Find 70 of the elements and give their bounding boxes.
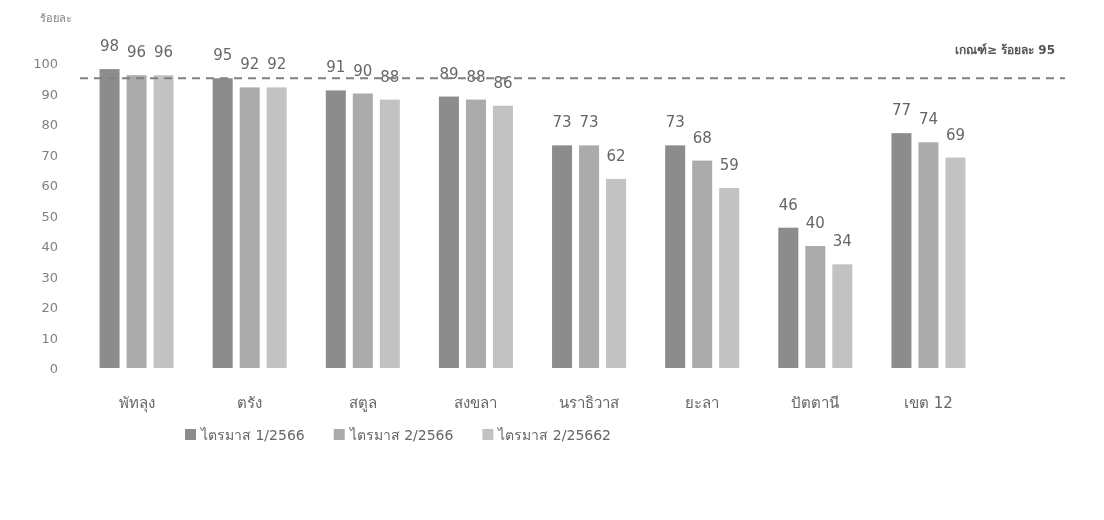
data-label: 62 — [606, 146, 626, 165]
bar — [465, 99, 486, 368]
y-axis-title: ร้อยละ — [40, 12, 72, 25]
bar — [552, 145, 573, 368]
y-tick-label: 70 — [41, 147, 58, 163]
x-tick-label: สตูล — [348, 394, 377, 412]
bar — [239, 87, 260, 368]
y-tick-label: 30 — [41, 269, 58, 285]
data-label: 92 — [240, 55, 260, 74]
bar — [692, 160, 713, 368]
bar — [606, 178, 627, 368]
bar — [945, 157, 966, 368]
x-tick-label: ปัตตานี — [791, 394, 840, 412]
y-tick-label: 40 — [41, 239, 58, 254]
data-label: 91 — [326, 58, 346, 77]
data-label: 90 — [353, 61, 373, 80]
data-label: 73 — [665, 113, 685, 132]
data-label: 74 — [918, 110, 938, 129]
data-label: 69 — [945, 125, 965, 144]
y-tick-label: 100 — [33, 56, 58, 71]
bar — [492, 105, 513, 368]
data-label: 86 — [493, 73, 513, 92]
bar — [891, 133, 912, 368]
bar — [665, 145, 686, 368]
bar — [379, 99, 400, 368]
x-tick-label: ยะลา — [685, 394, 720, 412]
bar — [325, 90, 346, 368]
data-label: 59 — [719, 156, 739, 175]
bar — [266, 87, 287, 368]
y-tick-label: 50 — [41, 208, 58, 224]
data-label: 46 — [778, 195, 798, 214]
y-tick-label: 90 — [41, 86, 58, 102]
ref-line-label: เกณฑ์≥ ร้อยละ 95 — [954, 43, 1055, 58]
y-tick-label: 0 — [49, 361, 58, 376]
data-label: 96 — [127, 43, 147, 62]
bar — [153, 75, 174, 368]
legend-label: ไตรมาส 2/25662 — [497, 427, 612, 443]
legend-label: ไตรมาส 1/2566 — [200, 427, 305, 443]
data-label: 73 — [552, 113, 572, 132]
data-label: 95 — [213, 46, 233, 65]
data-label: 89 — [439, 64, 459, 83]
bar — [918, 142, 939, 368]
data-label: 92 — [267, 55, 287, 74]
y-tick-label: 60 — [41, 178, 58, 193]
x-tick-label: สงขลา — [454, 394, 498, 412]
x-tick-label: พัทลุง — [118, 394, 155, 413]
data-label: 40 — [805, 214, 825, 232]
x-tick-label: นราธิวาส — [559, 394, 620, 412]
bar — [438, 96, 459, 368]
data-label: 68 — [692, 128, 712, 147]
bar — [352, 93, 373, 368]
data-label: 73 — [579, 113, 599, 132]
bar — [832, 264, 853, 368]
bar — [126, 75, 147, 368]
x-tick-label: ตรัง — [237, 394, 263, 412]
y-tick-label: 20 — [41, 300, 58, 315]
data-label: 98 — [100, 37, 120, 56]
bar — [805, 246, 826, 368]
y-tick-label: 80 — [41, 117, 58, 132]
data-label: 77 — [891, 101, 911, 120]
legend-label: ไตรมาส 2/2566 — [348, 427, 454, 443]
bar — [719, 188, 740, 368]
x-tick-label: เขต 12 — [904, 394, 953, 412]
data-label: 96 — [154, 43, 174, 62]
bar — [579, 145, 600, 368]
data-label: 88 — [466, 67, 486, 86]
data-label: 34 — [832, 232, 852, 251]
data-label: 88 — [380, 67, 400, 86]
bar — [778, 227, 799, 368]
y-tick-label: 10 — [41, 330, 58, 346]
